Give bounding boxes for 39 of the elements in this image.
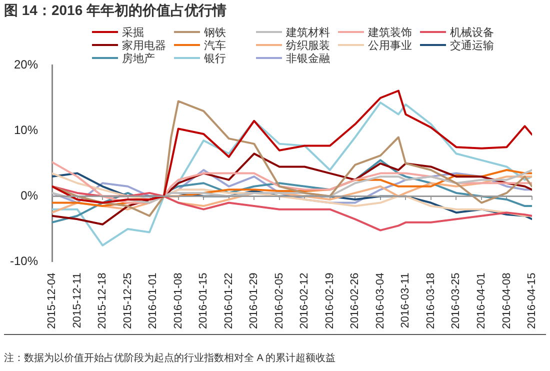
y-tick-label: 20% [14, 58, 38, 72]
legend-label: 银行 [203, 52, 227, 64]
x-tick-label: 2016-03-18 [424, 272, 437, 330]
legend-label: 建筑材料 [285, 26, 331, 38]
legend-label: 机械设备 [449, 26, 495, 38]
x-tick-label: 2016-01-29 [248, 272, 260, 330]
x-tick-label: 2015-12-25 [122, 272, 134, 330]
x-tick-label: 2016-01-15 [198, 272, 210, 330]
legend-label: 纺织服装 [285, 39, 331, 52]
x-tick-label: 2016-02-19 [324, 272, 336, 330]
legend-label: 家用电器 [121, 39, 167, 52]
x-tick-label: 2015-12-04 [46, 272, 58, 330]
legend-label: 房地产 [121, 52, 156, 64]
legend-label: 建筑装饰 [367, 26, 413, 38]
legend-label: 非银金融 [285, 52, 331, 64]
text: 注：数据为以价值开始占优阶段为起点的行业指数相对全 A 的累计超额收益 [4, 334, 546, 365]
legend-label: 公用事业 [367, 39, 413, 52]
y-tick-label: -10% [10, 254, 38, 268]
x-tick-label: 2016-04-08 [500, 272, 513, 330]
x-tick-label: 2016-02-05 [273, 272, 286, 330]
legend-label: 交通运输 [449, 39, 495, 52]
legend-label: 钢铁 [203, 26, 227, 38]
x-tick-label: 2016-03-25 [450, 272, 462, 330]
x-tick-label: 2016-04-01 [476, 272, 488, 330]
x-tick-label: 2016-04-15 [526, 272, 538, 330]
y-tick-label: 10% [14, 123, 38, 138]
legend-label: 采掘 [121, 26, 145, 38]
y-tick-label: 0% [20, 188, 38, 203]
legend-label: 汽车 [203, 39, 227, 52]
x-tick-label: 2016-01-22 [222, 272, 235, 330]
x-tick-label: 2016-01-01 [147, 272, 160, 330]
x-tick-label: 2016-02-26 [349, 272, 362, 330]
x-tick-label: 2016-03-04 [374, 272, 386, 330]
x-tick-label: 2016-02-12 [298, 272, 311, 330]
chart-title: 图 14：2016 年年初的价值占优行情 [4, 2, 226, 20]
x-tick-label: 2016-01-08 [172, 272, 184, 330]
x-tick-label: 2015-12-18 [96, 272, 109, 330]
x-tick-label: 2016-03-11 [400, 272, 412, 328]
x-tick-label: 2015-12-11 [71, 272, 84, 328]
